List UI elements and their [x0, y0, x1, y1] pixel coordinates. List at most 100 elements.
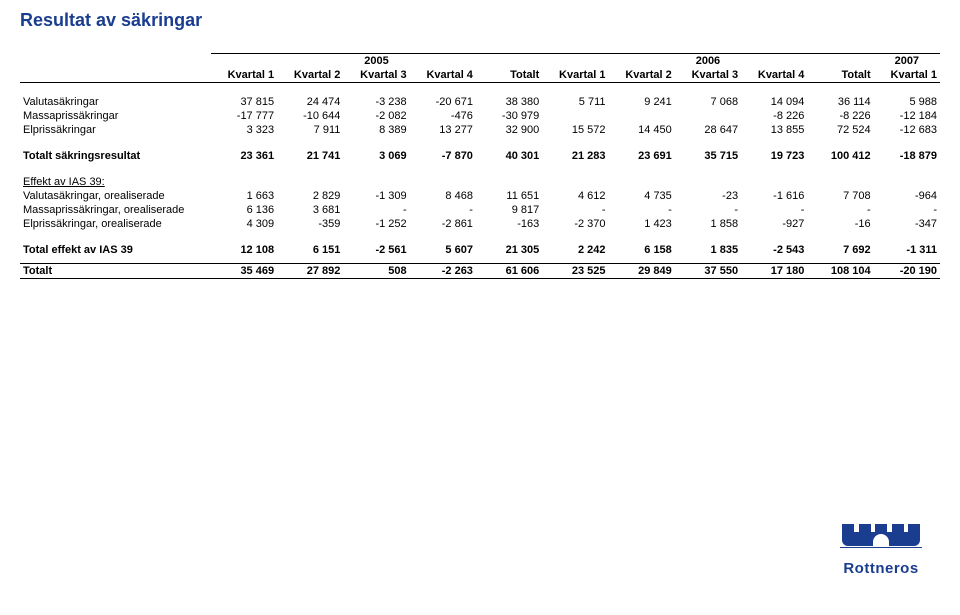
cell: -2 561 — [343, 243, 409, 257]
table-row: Massaprissäkringar -17 777 -10 644 -2 08… — [20, 109, 940, 123]
cell: 2 242 — [542, 243, 608, 257]
cell: -359 — [277, 217, 343, 231]
cell: 28 647 — [675, 123, 741, 137]
cell: -1 252 — [343, 217, 409, 231]
col-k2b: Kvartal 2 — [609, 68, 675, 83]
cell: -20 671 — [410, 95, 476, 109]
cell: 4 612 — [542, 189, 608, 203]
col-totb: Totalt — [807, 68, 873, 83]
cell: 14 094 — [741, 95, 807, 109]
cell: 100 412 — [807, 149, 873, 163]
table-row-grand-total: Totalt 35 469 27 892 508 -2 263 61 606 2… — [20, 264, 940, 279]
cell — [675, 109, 741, 123]
cell: - — [807, 203, 873, 217]
cell: -2 543 — [741, 243, 807, 257]
year-2007: 2007 — [874, 54, 940, 69]
cell: 29 849 — [609, 264, 675, 279]
cell: -10 644 — [277, 109, 343, 123]
row-label: Elprissäkringar — [20, 123, 211, 137]
row-label: Valutasäkringar, orealiserade — [20, 189, 211, 203]
cell: -12 184 — [874, 109, 940, 123]
col-label — [20, 68, 211, 83]
cell: 15 572 — [542, 123, 608, 137]
col-k1: Kvartal 1 — [211, 68, 277, 83]
cell: -17 777 — [211, 109, 277, 123]
page-title: Resultat av säkringar — [20, 10, 940, 31]
col-k3: Kvartal 3 — [343, 68, 409, 83]
cell: -30 979 — [476, 109, 542, 123]
cell: 40 301 — [476, 149, 542, 163]
cell: 32 900 — [476, 123, 542, 137]
cell: -2 370 — [542, 217, 608, 231]
cell: 8 468 — [410, 189, 476, 203]
cell: -2 861 — [410, 217, 476, 231]
castle-icon — [842, 524, 920, 558]
cell: 6 158 — [609, 243, 675, 257]
cell: -476 — [410, 109, 476, 123]
cell: 508 — [343, 264, 409, 279]
cell: - — [542, 203, 608, 217]
cell: -2 082 — [343, 109, 409, 123]
col-k2: Kvartal 2 — [277, 68, 343, 83]
cell: 21 305 — [476, 243, 542, 257]
table-row: Valutasäkringar, orealiserade 1 663 2 82… — [20, 189, 940, 203]
cell: 3 323 — [211, 123, 277, 137]
cell: 35 715 — [675, 149, 741, 163]
page: Resultat av säkringar 2005 2006 2007 Kva… — [0, 0, 960, 595]
col-tot: Totalt — [476, 68, 542, 83]
cell: -964 — [874, 189, 940, 203]
table-row-total-ias: Total effekt av IAS 39 12 108 6 151 -2 5… — [20, 243, 940, 257]
row-label: Totalt säkringsresultat — [20, 149, 211, 163]
cell: -2 263 — [410, 264, 476, 279]
table-row: Valutasäkringar 37 815 24 474 -3 238 -20… — [20, 95, 940, 109]
col-k4: Kvartal 4 — [410, 68, 476, 83]
cell: - — [343, 203, 409, 217]
cell: 5 607 — [410, 243, 476, 257]
cell: -347 — [874, 217, 940, 231]
cell: 7 068 — [675, 95, 741, 109]
cell — [542, 109, 608, 123]
cell: 61 606 — [476, 264, 542, 279]
cell: 19 723 — [741, 149, 807, 163]
cell: 72 524 — [807, 123, 873, 137]
table-row: Elprissäkringar 3 323 7 911 8 389 13 277… — [20, 123, 940, 137]
col-k1c: Kvartal 1 — [874, 68, 940, 83]
cell: -12 683 — [874, 123, 940, 137]
cell: - — [410, 203, 476, 217]
brand-name: Rottneros — [842, 560, 920, 577]
cell: 11 651 — [476, 189, 542, 203]
cell: 1 835 — [675, 243, 741, 257]
cell: 37 550 — [675, 264, 741, 279]
cell — [609, 109, 675, 123]
cell: - — [741, 203, 807, 217]
cell: -8 226 — [807, 109, 873, 123]
cell: 35 469 — [211, 264, 277, 279]
cell: 1 663 — [211, 189, 277, 203]
year-2006: 2006 — [542, 54, 873, 69]
year-2005: 2005 — [211, 54, 542, 69]
cell: 38 380 — [476, 95, 542, 109]
cell: -18 879 — [874, 149, 940, 163]
cell: 2 829 — [277, 189, 343, 203]
cell: -1 616 — [741, 189, 807, 203]
cell: 13 277 — [410, 123, 476, 137]
cell: 1 423 — [609, 217, 675, 231]
cell: 7 708 — [807, 189, 873, 203]
cell: 37 815 — [211, 95, 277, 109]
cell: 23 691 — [609, 149, 675, 163]
col-k3b: Kvartal 3 — [675, 68, 741, 83]
cell: 1 858 — [675, 217, 741, 231]
cell: 5 711 — [542, 95, 608, 109]
cell: 21 741 — [277, 149, 343, 163]
cell: 36 114 — [807, 95, 873, 109]
cell: 5 988 — [874, 95, 940, 109]
brand-logo: Rottneros — [842, 524, 920, 577]
cell: -927 — [741, 217, 807, 231]
cell: 23 525 — [542, 264, 608, 279]
cell: 9 241 — [609, 95, 675, 109]
cell: 3 069 — [343, 149, 409, 163]
column-header-row: Kvartal 1 Kvartal 2 Kvartal 3 Kvartal 4 … — [20, 68, 940, 83]
cell: 13 855 — [741, 123, 807, 137]
cell: -1 311 — [874, 243, 940, 257]
row-label: Total effekt av IAS 39 — [20, 243, 211, 257]
